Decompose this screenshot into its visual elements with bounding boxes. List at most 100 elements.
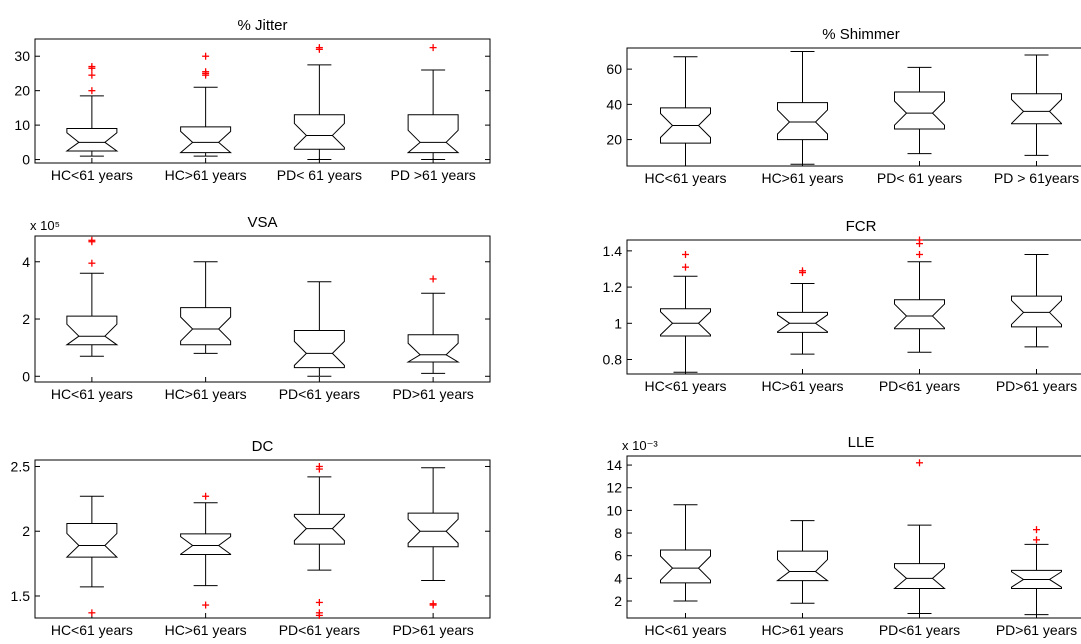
panel-dc: DC 1.5 2 2.5 HC<61 years HC>61 years PD<61 yea… <box>11 438 491 638</box>
xtick-label-shimmer: PD > 61years <box>994 170 1079 186</box>
xtick-label-vsa: HC>61 years <box>165 386 247 402</box>
axes-frame-fcr <box>626 239 1081 375</box>
xtick-label-fcr: HC<61 years <box>644 378 726 394</box>
box-dc-1 <box>65 495 119 617</box>
outlier-marker <box>916 250 923 258</box>
outlier-marker <box>682 263 689 271</box>
box-body <box>1011 569 1062 590</box>
box-fcr-3 <box>894 236 945 353</box>
xtick-label-fcr: PD>61 years <box>996 378 1077 394</box>
xtick-label-shimmer: PD< 61 years <box>877 170 962 186</box>
ytick-label-jitter: 10 <box>14 117 30 133</box>
exponent-label-lle: x 10⁻³ <box>622 438 658 453</box>
box-body <box>65 128 119 152</box>
ytick-label-fcr: 1.4 <box>603 243 623 259</box>
box-body <box>407 512 459 548</box>
box-jitter-3 <box>293 44 345 161</box>
box-body <box>65 315 119 346</box>
xtick-label-lle: PD>61 years <box>996 622 1077 638</box>
xtick-label-lle: HC>61 years <box>761 622 843 638</box>
box-dc-4 <box>407 467 459 609</box>
xtick-label-vsa: HC<61 years <box>51 386 133 402</box>
ytick-label-lle: 12 <box>606 480 622 496</box>
box-lle-1 <box>660 504 711 602</box>
xtick-label-jitter: HC>61 years <box>165 167 247 183</box>
outlier-marker <box>202 68 210 76</box>
outlier-marker <box>315 462 323 470</box>
panel-fcr: FCR 0.8 1 1.2 1.4 HC<61 years HC>61 years PD<61… <box>603 218 1081 394</box>
box-body <box>660 107 711 144</box>
title-fcr: FCR <box>846 218 877 235</box>
xtick-label-vsa: PD<61 years <box>279 386 360 402</box>
axes-frame-jitter <box>34 38 491 164</box>
box-shimmer-4 <box>1011 54 1062 156</box>
title-jitter: % Jitter <box>237 17 287 34</box>
xtick-label-lle: HC<61 years <box>644 622 726 638</box>
box-body <box>293 114 345 150</box>
exponent-label-vsa: x 10⁵ <box>30 218 60 233</box>
box-body <box>1011 93 1062 125</box>
box-body <box>894 91 945 130</box>
box-jitter-4 <box>406 44 460 161</box>
box-body <box>406 334 460 363</box>
ytick-label-vsa: 4 <box>22 254 30 270</box>
box-body <box>777 311 828 333</box>
axes-frame-lle <box>626 455 1081 619</box>
box-jitter-1 <box>65 63 119 157</box>
outlier-marker <box>429 275 437 283</box>
ytick-label-jitter: 30 <box>14 48 30 64</box>
panel-jitter: % Jitter 0 10 20 30 HC<61 years HC>61 years PD<… <box>14 17 491 183</box>
box-body <box>776 550 829 582</box>
axes-frame-vsa <box>34 235 491 383</box>
box-body <box>893 563 946 590</box>
box-body <box>777 102 828 141</box>
title-lle: LLE <box>848 434 875 451</box>
xtick-label-lle: PD<61 years <box>879 622 960 638</box>
box-vsa-3 <box>293 281 345 377</box>
outlier-marker <box>916 459 923 467</box>
ytick-label-dc: 2.5 <box>11 458 31 474</box>
ytick-label-dc: 2 <box>22 523 30 539</box>
ytick-label-shimmer: 40 <box>606 96 622 112</box>
box-body <box>293 329 345 369</box>
ytick-label-jitter: 0 <box>22 152 30 168</box>
ytick-label-lle: 14 <box>606 457 622 473</box>
box-body <box>65 522 119 558</box>
box-body <box>180 307 232 346</box>
outlier-marker <box>429 600 437 608</box>
outlier-marker <box>1033 526 1040 534</box>
outlier-marker <box>88 609 96 617</box>
ytick-label-vsa: 0 <box>22 368 30 384</box>
panel-vsa: VSA x 10⁵ 0 2 4 HC<61 years HC>61 years PD<61 y… <box>22 214 491 402</box>
ytick-label-vsa: 2 <box>22 311 30 327</box>
box-jitter-2 <box>179 52 232 157</box>
xtick-label-shimmer: HC<61 years <box>644 170 726 186</box>
box-shimmer-2 <box>777 51 828 165</box>
box-vsa-1 <box>65 236 119 357</box>
ytick-label-dc: 1.5 <box>11 588 31 604</box>
box-shimmer-1 <box>660 56 711 167</box>
ytick-label-shimmer: 20 <box>606 132 622 148</box>
title-dc: DC <box>252 438 274 455</box>
ytick-label-fcr: 1 <box>614 315 622 331</box>
ytick-label-lle: 10 <box>606 502 622 518</box>
outlier-marker <box>88 71 96 79</box>
outlier-marker <box>315 609 323 617</box>
box-body <box>1011 295 1062 328</box>
ytick-label-lle: 2 <box>614 593 622 609</box>
ytick-label-jitter: 20 <box>14 83 30 99</box>
xtick-label-fcr: PD<61 years <box>879 378 960 394</box>
box-body <box>406 114 460 154</box>
title-shimmer: % Shimmer <box>822 26 900 43</box>
xtick-label-fcr: HC>61 years <box>761 378 843 394</box>
ytick-label-shimmer: 60 <box>606 61 622 77</box>
xtick-label-jitter: PD< 61 years <box>277 167 362 183</box>
outlier-marker <box>202 601 210 609</box>
box-fcr-2 <box>777 267 828 355</box>
outlier-marker <box>202 492 210 500</box>
outlier-marker <box>429 44 437 52</box>
box-body <box>180 533 232 556</box>
xtick-label-jitter: HC<61 years <box>51 167 133 183</box>
box-fcr-4 <box>1011 253 1062 348</box>
outlier-marker <box>1033 536 1040 544</box>
